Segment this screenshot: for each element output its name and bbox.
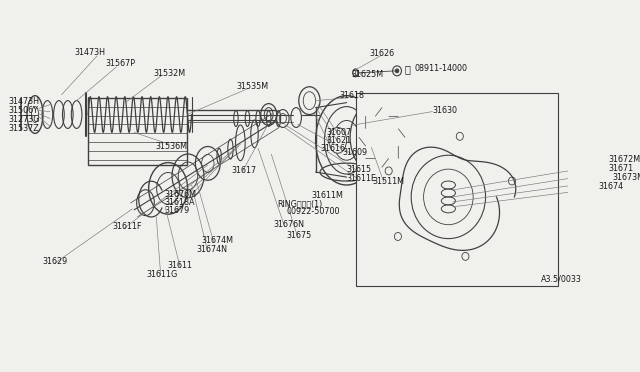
Ellipse shape — [329, 128, 347, 153]
Text: 31625M: 31625M — [351, 70, 383, 79]
Text: 31618: 31618 — [339, 91, 365, 100]
Text: 31273G: 31273G — [8, 115, 40, 124]
Text: 31607: 31607 — [326, 128, 351, 137]
Text: 31679: 31679 — [164, 206, 189, 215]
Text: 31537Z: 31537Z — [8, 124, 39, 133]
Text: Ⓝ: Ⓝ — [405, 64, 411, 74]
Text: 00922-50700: 00922-50700 — [286, 207, 340, 216]
Text: 31618A: 31618A — [164, 198, 195, 207]
Bar — [356, 93, 558, 286]
Text: 31536M: 31536M — [156, 142, 188, 151]
Text: 31511M: 31511M — [372, 177, 404, 186]
Text: 31506Y: 31506Y — [8, 106, 38, 115]
Text: 31473H: 31473H — [8, 97, 40, 106]
Text: 31621: 31621 — [326, 136, 351, 145]
Text: 31611M: 31611M — [311, 192, 343, 201]
Text: RINGリング(1): RINGリング(1) — [278, 199, 323, 208]
Text: 31675: 31675 — [286, 231, 312, 240]
Text: 31674: 31674 — [598, 183, 623, 192]
Text: 31473H: 31473H — [74, 48, 105, 57]
Text: 31611G: 31611G — [147, 270, 178, 279]
Text: 08911-14000: 08911-14000 — [415, 64, 468, 73]
Text: 31671: 31671 — [609, 164, 634, 173]
Text: 31617: 31617 — [232, 166, 257, 174]
Circle shape — [396, 69, 399, 73]
Text: 31615: 31615 — [347, 165, 372, 174]
Text: 31630: 31630 — [433, 106, 458, 115]
Text: 31535M: 31535M — [237, 82, 269, 91]
Text: 31611E: 31611E — [347, 174, 376, 183]
Text: 31673M: 31673M — [612, 173, 640, 182]
Text: 31611F: 31611F — [112, 222, 141, 231]
Text: 31611: 31611 — [168, 261, 193, 270]
Text: 31674N: 31674N — [196, 245, 227, 254]
Text: 31676M: 31676M — [164, 190, 196, 199]
Text: 31674M: 31674M — [202, 236, 234, 245]
Text: 31672M: 31672M — [609, 155, 640, 164]
Text: A3.5/0033: A3.5/0033 — [541, 275, 582, 284]
Text: 31629: 31629 — [42, 257, 67, 266]
Text: 31532M: 31532M — [154, 69, 186, 78]
Text: 31626: 31626 — [369, 48, 395, 58]
Text: 31616: 31616 — [320, 144, 345, 153]
Text: 31676N: 31676N — [273, 220, 304, 229]
Text: 31567P: 31567P — [106, 60, 136, 68]
Text: 31609: 31609 — [342, 148, 367, 157]
Bar — [88, 98, 188, 165]
